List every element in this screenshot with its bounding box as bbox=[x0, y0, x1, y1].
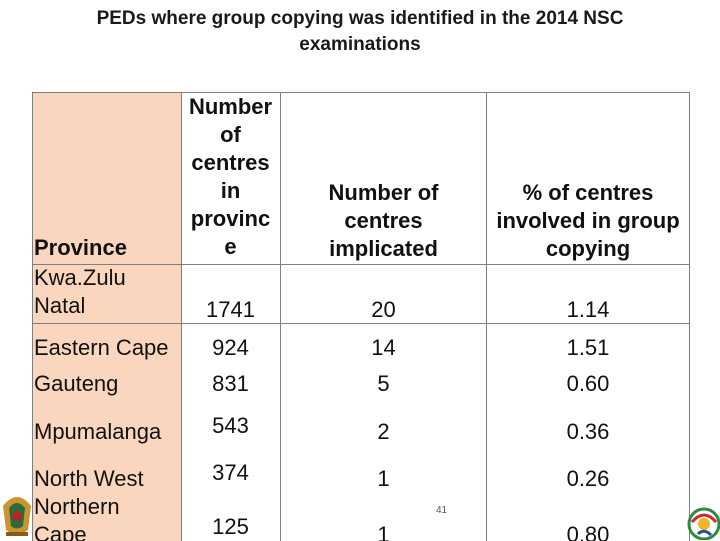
grid-line bbox=[33, 264, 689, 265]
table-row-centres: 1741 bbox=[206, 297, 255, 322]
table-row-implicated: 1 bbox=[377, 466, 390, 491]
grid-line bbox=[181, 93, 182, 541]
table-row-percent: 1.14 bbox=[566, 297, 610, 322]
table-row-centres: 543 bbox=[212, 413, 249, 438]
table-row-centres: 374 bbox=[212, 460, 249, 485]
table-row-percent: 0.80 bbox=[566, 522, 610, 541]
grid-line bbox=[486, 93, 487, 541]
table-row-centres: 125 bbox=[212, 514, 249, 539]
table-row-implicated: 2 bbox=[377, 419, 390, 444]
table-row-implicated: 1 bbox=[377, 522, 390, 541]
table-row-province: Eastern Cape bbox=[34, 335, 169, 360]
table-row-province: Mpumalanga bbox=[34, 419, 162, 444]
header-centres-in-province: Number of centres in provinc e bbox=[188, 94, 273, 259]
table-row-province: Gauteng bbox=[34, 371, 119, 396]
table-row-percent: 0.26 bbox=[566, 466, 610, 491]
table-row-percent: 0.60 bbox=[566, 371, 610, 396]
table-row-province: Northern Cape bbox=[34, 494, 120, 541]
peds-table: Province Number of centres in provinc e … bbox=[32, 92, 690, 541]
title-line-2: examinations bbox=[299, 34, 421, 55]
table-row-centres: 831 bbox=[212, 371, 249, 396]
header-centres-implicated: Number of centres implicated bbox=[328, 180, 439, 261]
table-row-centres: 924 bbox=[212, 335, 249, 360]
title-line-1: PEDs where group copying was identified … bbox=[96, 8, 624, 29]
table-row-implicated: 5 bbox=[377, 371, 390, 396]
page-number: 41 bbox=[436, 505, 448, 516]
header-province: Province bbox=[34, 235, 127, 260]
table-row-province: Kwa.Zulu Natal bbox=[34, 265, 126, 318]
table-row-implicated: 20 bbox=[371, 297, 396, 322]
table-row-percent: 1.51 bbox=[566, 335, 610, 360]
province-column-fill bbox=[33, 93, 181, 541]
table-row-implicated: 14 bbox=[371, 335, 396, 360]
grid-line bbox=[33, 323, 689, 324]
header-percent-group-copying: % of centres involved in group copying bbox=[496, 180, 680, 261]
slide-title: PEDs where group copying was identified … bbox=[0, 6, 720, 58]
grid-line bbox=[280, 93, 281, 541]
table-row-percent: 0.36 bbox=[566, 419, 610, 444]
table-row-province: North West bbox=[34, 466, 144, 491]
coat-of-arms-logo bbox=[3, 497, 31, 536]
department-logo bbox=[687, 507, 720, 540]
